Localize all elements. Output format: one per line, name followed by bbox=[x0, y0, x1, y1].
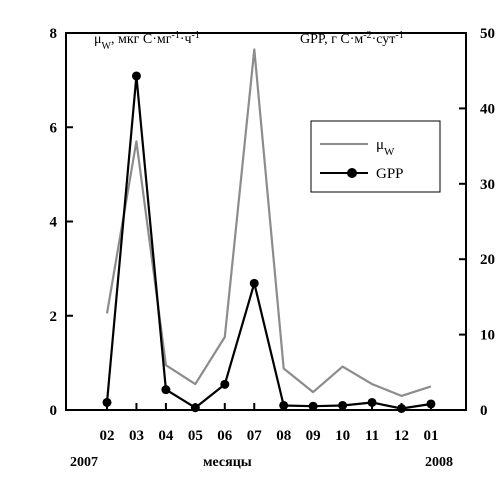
x-tick-label: 08 bbox=[276, 428, 291, 444]
right-tick-label: 0 bbox=[480, 403, 488, 419]
left-tick-label: 0 bbox=[50, 403, 58, 419]
year-end-label: 2008 bbox=[425, 455, 453, 470]
x-tick-label: 05 bbox=[188, 428, 203, 444]
right-tick-label: 30 bbox=[480, 177, 495, 193]
right-tick-label: 40 bbox=[480, 101, 495, 117]
x-tick-label: 06 bbox=[217, 428, 233, 444]
legend-marker-gpp bbox=[347, 168, 357, 178]
gpp-data-point bbox=[102, 397, 112, 407]
gpp-data-point bbox=[397, 403, 406, 413]
gpp-data-point bbox=[426, 399, 436, 409]
x-tick-label: 12 bbox=[394, 428, 409, 444]
series-line-gpp bbox=[105, 74, 432, 410]
legend: μW GPP bbox=[310, 120, 441, 193]
legend-label-gpp: GPP bbox=[376, 166, 404, 182]
gpp-data-point bbox=[161, 385, 171, 395]
left-tick-label: 4 bbox=[50, 215, 58, 231]
x-tick-label: 01 bbox=[423, 428, 438, 444]
gpp-data-point bbox=[367, 397, 377, 407]
left-tick-label: 8 bbox=[50, 26, 58, 42]
left-tick-label: 6 bbox=[50, 120, 58, 136]
gpp-data-point bbox=[279, 400, 289, 410]
right-tick-label: 20 bbox=[480, 252, 495, 268]
gpp-data-point bbox=[338, 400, 348, 410]
plot-frame bbox=[65, 32, 467, 411]
gpp-data-point bbox=[308, 401, 318, 411]
left-axis-ticks: 0 2 4 6 8 bbox=[50, 26, 73, 419]
right-tick-label: 10 bbox=[480, 328, 495, 344]
x-tick-label: 07 bbox=[247, 428, 263, 444]
gpp-data-point bbox=[220, 379, 230, 389]
x-tick-label: 03 bbox=[129, 428, 144, 444]
right-axis-title: GPP, г С·м-2·сут-1 bbox=[300, 30, 404, 48]
x-tick-label: 09 bbox=[306, 428, 321, 444]
gpp-data-point bbox=[190, 403, 200, 413]
right-tick-label: 50 bbox=[480, 26, 495, 42]
legend-label-mu: μW bbox=[376, 137, 395, 158]
series-layer bbox=[102, 48, 436, 413]
x-tick-label: 04 bbox=[158, 428, 174, 444]
right-axis-ticks: 0 10 20 30 40 50 bbox=[459, 26, 495, 419]
x-axis-ticks: 02 03 04 05 06 07 08 09 10 11 12 01 bbox=[100, 403, 438, 444]
x-tick-label: 11 bbox=[365, 428, 379, 444]
year-start-label: 2007 bbox=[70, 455, 98, 470]
legend-box bbox=[310, 120, 441, 193]
x-tick-label: 10 bbox=[335, 428, 350, 444]
x-tick-label: 02 bbox=[100, 428, 115, 444]
x-axis-title: месяцы bbox=[203, 455, 252, 470]
gpp-data-point bbox=[249, 278, 259, 288]
left-axis-title: μW, мкг С·мг-1·ч-1 bbox=[94, 30, 200, 52]
gpp-data-point bbox=[131, 71, 141, 81]
left-tick-label: 2 bbox=[50, 309, 58, 325]
